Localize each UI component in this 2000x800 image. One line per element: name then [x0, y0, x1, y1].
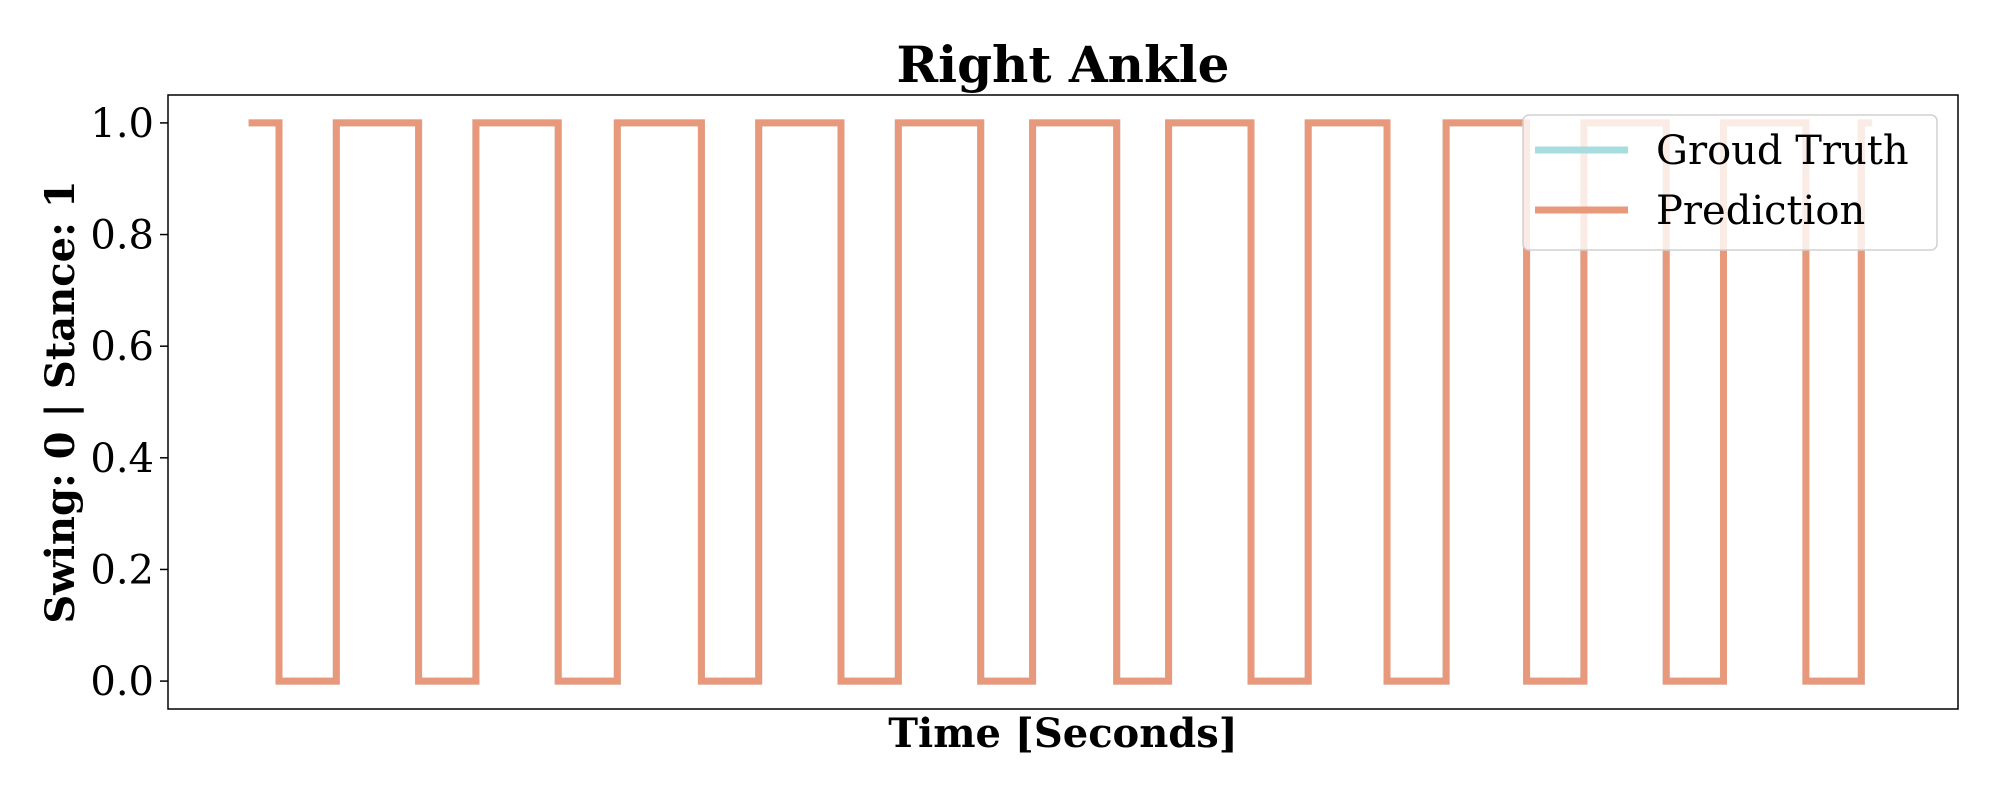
chart-title: Right Ankle — [897, 35, 1230, 94]
y-tick-label: 0.8 — [90, 213, 154, 259]
legend-label: Groud Truth — [1656, 128, 1909, 174]
y-tick-label: 0.0 — [90, 659, 154, 705]
y-tick-label: 0.2 — [90, 547, 154, 593]
y-tick-label: 1.0 — [90, 101, 154, 147]
legend: Groud Truth Prediction — [1523, 115, 1937, 250]
legend-label: Prediction — [1656, 188, 1865, 234]
y-tick-label: 0.6 — [90, 324, 154, 370]
y-axis-label: Swing: 0 | Stance: 1 — [37, 180, 84, 623]
y-tick-label: 0.4 — [90, 436, 154, 482]
x-axis-label: Time [Seconds] — [888, 710, 1237, 757]
y-axis-ticks: 0.0 0.2 0.4 0.6 0.8 1.0 — [90, 101, 168, 705]
